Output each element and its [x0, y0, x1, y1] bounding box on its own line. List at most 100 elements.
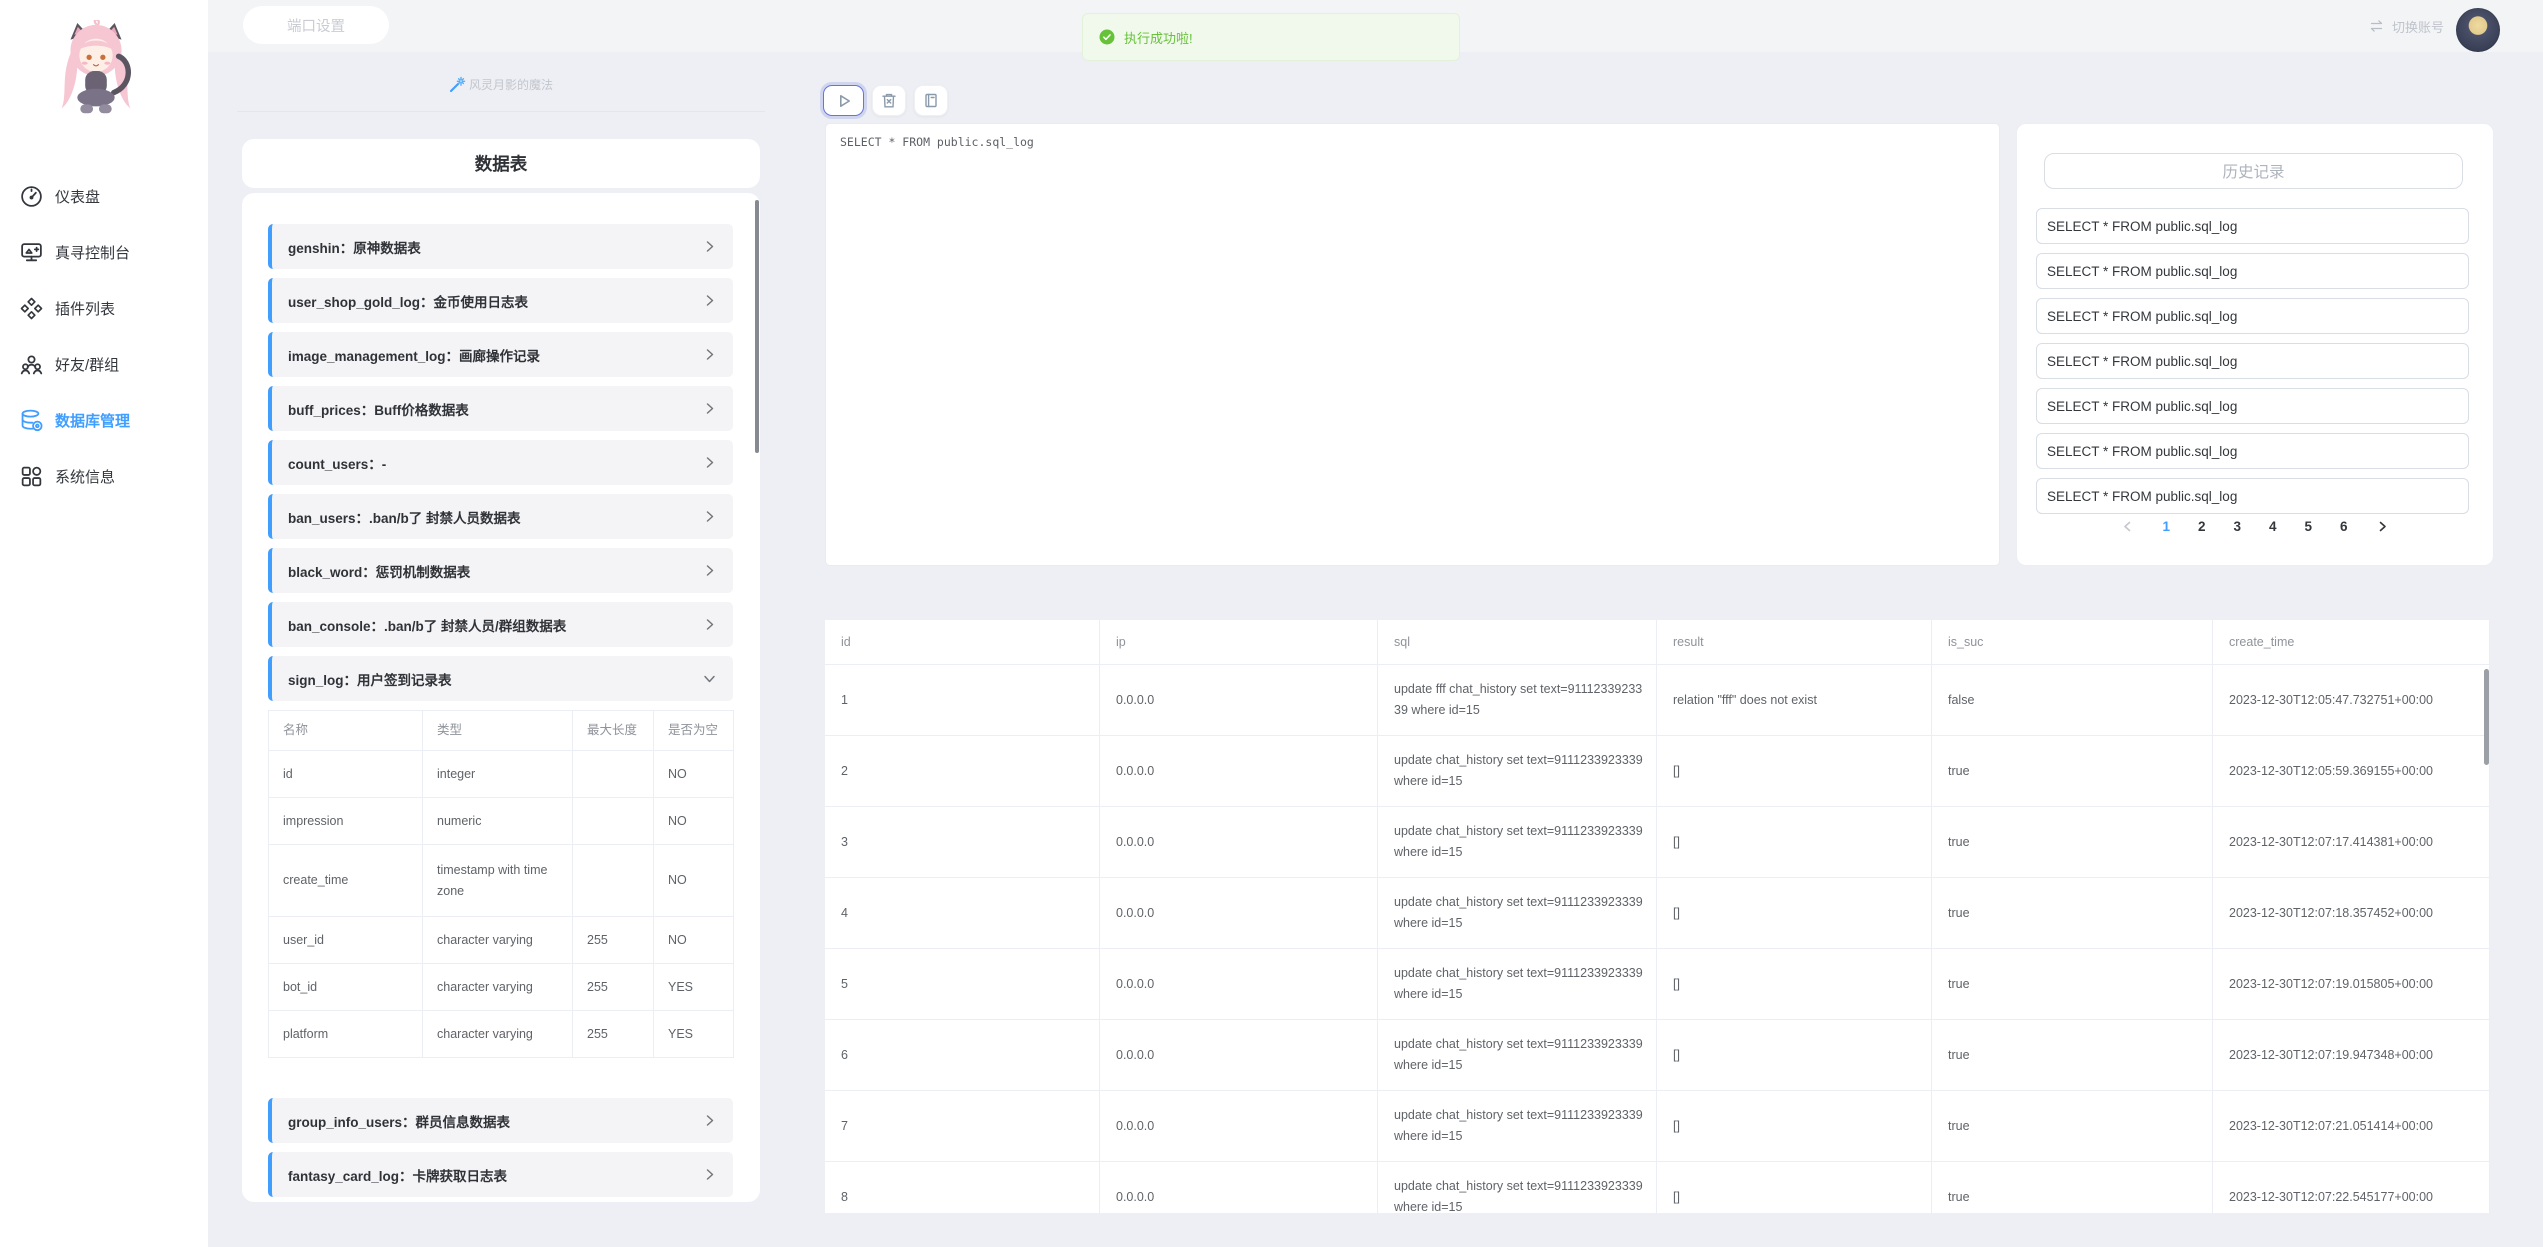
- cell-sql: update chat_history set text=91112339233…: [1378, 807, 1657, 877]
- sidebar-item-system[interactable]: 系统信息: [0, 458, 208, 494]
- bot-avatar: [61, 20, 131, 114]
- sidebar-item-plugins[interactable]: 插件列表: [0, 290, 208, 326]
- history-item[interactable]: SELECT * FROM public.sql_log: [2036, 388, 2469, 424]
- cell-create-time: 2023-12-30T12:07:19.947348+00:00: [2213, 1020, 2490, 1090]
- history-item[interactable]: SELECT * FROM public.sql_log: [2036, 343, 2469, 379]
- switch-account[interactable]: 切换账号: [2368, 0, 2444, 52]
- table-item-black-word[interactable]: black_word：惩罚机制数据表: [268, 548, 733, 593]
- cell-sql: update chat_history set text=91112339233…: [1378, 1020, 1657, 1090]
- history-item[interactable]: SELECT * FROM public.sql_log: [2036, 208, 2469, 244]
- table-row: 1 0.0.0.0 update fff chat_history set te…: [825, 665, 2490, 736]
- table-item-label: group_info_users：群员信息数据表: [288, 1114, 511, 1130]
- cell-id: 3: [825, 807, 1100, 877]
- schema-cell: NO: [653, 916, 734, 964]
- tables-list-scrollbar[interactable]: [755, 200, 759, 453]
- results-table: id ip sql result is_suc create_time 1 0.…: [825, 620, 2490, 1213]
- table-item-ban-console[interactable]: ban_console：.ban/b了 封禁人员/群组数据表: [268, 602, 733, 647]
- pagination-next[interactable]: [2376, 520, 2389, 533]
- table-item-label: count_users：-: [288, 456, 387, 472]
- pagination-page-6[interactable]: 6: [2340, 519, 2348, 534]
- pagination-page-4[interactable]: 4: [2269, 519, 2277, 534]
- switch-arrows-icon: [2368, 19, 2385, 33]
- history-item[interactable]: SELECT * FROM public.sql_log: [2036, 298, 2469, 334]
- cell-sql: update chat_history set text=91112339233…: [1378, 736, 1657, 806]
- table-item-label: fantasy_card_log：卡牌获取日志表: [288, 1168, 508, 1184]
- sql-value: update chat_history set text=91112339233…: [1394, 1179, 1643, 1213]
- run-query-button[interactable]: [823, 85, 864, 116]
- switch-account-label: 切换账号: [2391, 19, 2444, 35]
- column-header-create-time: create_time: [2213, 620, 2490, 664]
- pagination-page-2[interactable]: 2: [2197, 519, 2206, 534]
- history-item[interactable]: SELECT * FROM public.sql_log: [2036, 253, 2469, 289]
- cell-sql: update chat_history set text=91112339233…: [1378, 1162, 1657, 1213]
- sidebar-menu: 仪表盘 真寻控制台 插件列表 好友/群组 数据库管理: [0, 178, 208, 514]
- notebook-icon: [923, 92, 939, 109]
- table-item-group-info-users[interactable]: group_info_users：群员信息数据表: [268, 1098, 733, 1143]
- pagination-page-3[interactable]: 3: [2233, 519, 2241, 534]
- cell-is-suc: true: [1932, 949, 2213, 1019]
- table-item-count-users[interactable]: count_users：-: [268, 440, 733, 485]
- pagination-prev[interactable]: [2121, 520, 2134, 533]
- pagination-page-5[interactable]: 5: [2304, 519, 2313, 534]
- sidebar-item-console[interactable]: 真寻控制台: [0, 234, 208, 270]
- schema-row: id integer NO: [268, 750, 734, 798]
- schema-cell: id: [268, 750, 423, 798]
- table-row: 4 0.0.0.0 update chat_history set text=9…: [825, 878, 2490, 949]
- system-grid-icon: [18, 463, 44, 489]
- chevron-right-icon: [702, 239, 717, 254]
- chevron-right-icon: [702, 1167, 717, 1182]
- sidebar-item-database[interactable]: 数据库管理: [0, 402, 208, 438]
- schema-header: 最大长度: [572, 710, 654, 751]
- cell-is-suc: true: [1932, 878, 2213, 948]
- panel-divider: [237, 111, 765, 112]
- chevron-right-icon: [702, 293, 717, 308]
- tables-list: genshin：原神数据表 user_shop_gold_log：金币使用日志表…: [242, 193, 760, 1202]
- table-item-image-management-log[interactable]: image_management_log：画廊操作记录: [268, 332, 733, 377]
- cell-result: []: [1657, 949, 1932, 1019]
- history-pagination: 1 2 3 4 5 6: [2017, 519, 2493, 534]
- table-item-ban-users[interactable]: ban_users：.ban/b了 封禁人员数据表: [268, 494, 733, 539]
- port-settings-button[interactable]: 端口设置: [243, 6, 389, 44]
- cell-result: []: [1657, 1020, 1932, 1090]
- cell-ip: 0.0.0.0: [1100, 1091, 1378, 1161]
- cell-result: []: [1657, 1162, 1932, 1213]
- sql-editor-text: SELECT * FROM public.sql_log: [840, 135, 1034, 149]
- history-item[interactable]: SELECT * FROM public.sql_log: [2036, 478, 2469, 514]
- table-item-fantasy-card-log[interactable]: fantasy_card_log：卡牌获取日志表: [268, 1152, 733, 1197]
- cell-id: 7: [825, 1091, 1100, 1161]
- schema-row: create_time timestamp with time zone NO: [268, 844, 734, 917]
- sql-editor[interactable]: SELECT * FROM public.sql_log: [825, 123, 2000, 566]
- success-check-icon: [1099, 29, 1115, 45]
- user-avatar[interactable]: [2456, 8, 2500, 52]
- cell-id: 5: [825, 949, 1100, 1019]
- pagination-page-1[interactable]: 1: [2162, 519, 2170, 534]
- cell-create-time: 2023-12-30T12:07:17.414381+00:00: [2213, 807, 2490, 877]
- sql-value: update chat_history set text=91112339233…: [1394, 824, 1643, 859]
- sidebar-item-dashboard[interactable]: 仪表盘: [0, 178, 208, 214]
- table-item-user-shop-gold-log[interactable]: user_shop_gold_log：金币使用日志表: [268, 278, 733, 323]
- schema-cell: character varying: [422, 963, 573, 1011]
- cell-ip: 0.0.0.0: [1100, 1020, 1378, 1090]
- cell-create-time: 2023-12-30T12:07:22.545177+00:00: [2213, 1162, 2490, 1213]
- table-row: 3 0.0.0.0 update chat_history set text=9…: [825, 807, 2490, 878]
- copy-query-button[interactable]: [914, 85, 948, 116]
- trash-icon: [881, 92, 897, 109]
- history-item[interactable]: SELECT * FROM public.sql_log: [2036, 433, 2469, 469]
- results-scrollbar[interactable]: [2484, 669, 2489, 765]
- sidebar-item-friends[interactable]: 好友/群组: [0, 346, 208, 382]
- clear-query-button[interactable]: [872, 85, 906, 116]
- cell-is-suc: false: [1932, 665, 2213, 735]
- cell-result: relation "fff" does not exist: [1657, 665, 1932, 735]
- table-row: 8 0.0.0.0 update chat_history set text=9…: [825, 1162, 2490, 1213]
- cell-ip: 0.0.0.0: [1100, 665, 1378, 735]
- schema-cell: 255: [572, 916, 654, 964]
- plugins-icon: [18, 295, 44, 321]
- sql-value: update fff chat_history set text=9111233…: [1394, 682, 1643, 717]
- cell-id: 2: [825, 736, 1100, 806]
- cell-sql: update chat_history set text=91112339233…: [1378, 878, 1657, 948]
- schema-row: user_id character varying 255 NO: [268, 916, 734, 964]
- table-item-genshin[interactable]: genshin：原神数据表: [268, 224, 733, 269]
- table-item-buff-prices[interactable]: buff_prices：Buff价格数据表: [268, 386, 733, 431]
- cell-create-time: 2023-12-30T12:07:18.357452+00:00: [2213, 878, 2490, 948]
- table-item-sign-log[interactable]: sign_log：用户签到记录表: [268, 656, 733, 701]
